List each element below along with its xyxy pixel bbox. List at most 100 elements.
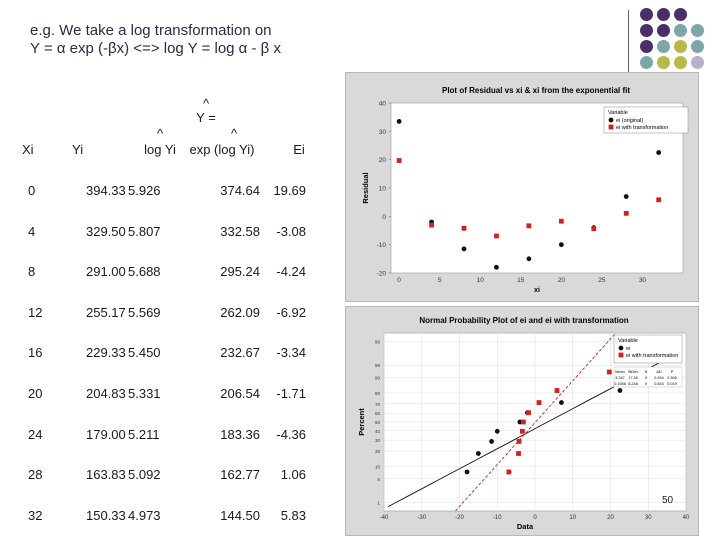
stats-value: 0.394 (654, 376, 664, 380)
data-point (506, 469, 512, 475)
legend-entry: ei (626, 346, 630, 352)
x-tick-label: 5 (438, 277, 442, 284)
x-tick-label: -40 (380, 515, 389, 521)
stats-value: 0.019 (667, 382, 677, 386)
x-tick-label: 15 (517, 277, 525, 284)
data-point (656, 197, 662, 203)
header-yhat-caret: ^ (202, 96, 210, 111)
data-point (520, 419, 526, 425)
normal-probability-plot-panel: Normal Probability Plot of ei and ei wit… (345, 306, 699, 536)
table-cell-yi: 329.50 (86, 223, 126, 239)
chart-title: Plot of Residual vs xi & xi from the exp… (442, 86, 630, 95)
table-cell-yhat: 232.67 (220, 345, 260, 361)
x-tick-label: 25 (598, 277, 606, 284)
data-point (606, 369, 612, 375)
decorative-dot (674, 56, 687, 69)
stats-box (613, 366, 683, 388)
normal-probability-plot: Normal Probability Plot of ei and ei wit… (357, 316, 690, 531)
table-cell-yi: 150.33 (86, 507, 126, 523)
table-cell-logyi: 5.092 (128, 467, 161, 483)
table-cell-logyi: 5.807 (128, 223, 161, 239)
stats-header: Mean (615, 370, 625, 374)
table-cell-yi: 204.83 (86, 386, 126, 401)
table-cell-ei: -4.24 (276, 264, 306, 280)
stats-header: N (645, 370, 648, 374)
table-cell-xi: 24 (28, 426, 43, 442)
table-cell-logyi: 5.450 (128, 345, 161, 361)
table-cell-xi: 28 (28, 467, 43, 483)
table-cell-yhat: 144.50 (220, 507, 260, 523)
table-cell-yi: 163.83 (86, 467, 126, 483)
y-tick-label: 1 (377, 500, 380, 505)
data-point (558, 218, 564, 224)
data-point (526, 223, 532, 229)
chart-title: Normal Probability Plot of ei and ei wit… (419, 316, 628, 325)
legend-marker (618, 352, 624, 358)
table-cell-logyi: 5.211 (128, 426, 160, 442)
table-cell-xi: 32 (28, 507, 43, 523)
y-tick-label: 50 (375, 420, 381, 425)
data-point (494, 428, 500, 434)
data-point (526, 256, 532, 262)
legend-entry: ei (original) (616, 118, 643, 124)
x-tick-label: 10 (477, 277, 485, 284)
stats-value: 0.1556 (614, 382, 626, 386)
data-point (516, 451, 521, 456)
header-yi: Yi (72, 142, 84, 157)
table-cell-logyi: 5.926 (128, 183, 161, 198)
y-tick-label: 80 (375, 391, 381, 396)
stats-value: 9 (645, 376, 647, 380)
data-point (461, 225, 467, 231)
table-cell-ei: 1.06 (280, 467, 306, 483)
page-number: 50 (662, 495, 674, 506)
decorative-dot (674, 8, 687, 21)
data-point (617, 388, 623, 393)
y-tick-label: 40 (379, 101, 387, 108)
data-point (494, 233, 499, 239)
residual-plot: Plot of Residual vs xi & xi from the exp… (361, 86, 689, 294)
stats-value: 9 (645, 382, 647, 386)
data-point (516, 439, 522, 444)
title-line-2: Y = α exp (-βx) <=> log Y = log α - β x (30, 40, 281, 57)
table-cell-yhat: 162.77 (220, 467, 260, 483)
table-cell-xi: 12 (28, 304, 43, 320)
table-cell-yi: 394.33 (86, 183, 126, 198)
header-ei: Ei (293, 142, 305, 157)
table-cell-logyi: 5.331 (128, 386, 161, 401)
table-cell-yhat: 262.09 (220, 304, 260, 320)
x-tick-label: 0 (397, 277, 401, 284)
x-tick-label: 40 (683, 515, 690, 521)
y-tick-label: 70 (375, 402, 381, 407)
decorative-dot (674, 24, 687, 37)
table-cell-logyi: 5.688 (128, 264, 161, 280)
stats-header: P (671, 370, 674, 374)
legend-title: Variable (608, 110, 628, 116)
decorative-dot (691, 56, 704, 69)
y-tick-label: 10 (375, 464, 381, 469)
table-cell-yhat: 183.36 (220, 426, 260, 442)
header-yhat-exp: exp (log Yi) (189, 142, 255, 157)
table-cell-yi: 229.33 (86, 345, 126, 361)
header-yhat-equals: Y = (196, 110, 216, 125)
stats-header: AD (656, 370, 662, 374)
decorative-dot (640, 24, 653, 37)
data-point (489, 439, 494, 444)
table-cell-ei: 19.69 (273, 183, 306, 198)
y-tick-label: 60 (375, 411, 381, 416)
data-point (396, 119, 402, 124)
legend-entry: ei with transformation (616, 125, 668, 131)
stats-header: StDev (628, 370, 638, 374)
table-cell-yhat: 206.54 (220, 386, 260, 401)
data-point (396, 158, 402, 163)
decorative-divider (628, 10, 629, 85)
y-tick-label: 0 (382, 214, 386, 221)
y-tick-label: 40 (375, 429, 381, 434)
x-tick-label: 20 (607, 515, 614, 521)
header-yhat-caret-2: ^ (230, 126, 238, 141)
y-tick-label: 10 (379, 186, 387, 193)
table-cell-ei: -3.34 (276, 345, 306, 361)
x-tick-label: 20 (558, 277, 566, 284)
table-cell-xi: 20 (28, 386, 43, 401)
y-tick-label: 99 (375, 340, 381, 345)
stats-value: 8.248 (628, 382, 638, 386)
